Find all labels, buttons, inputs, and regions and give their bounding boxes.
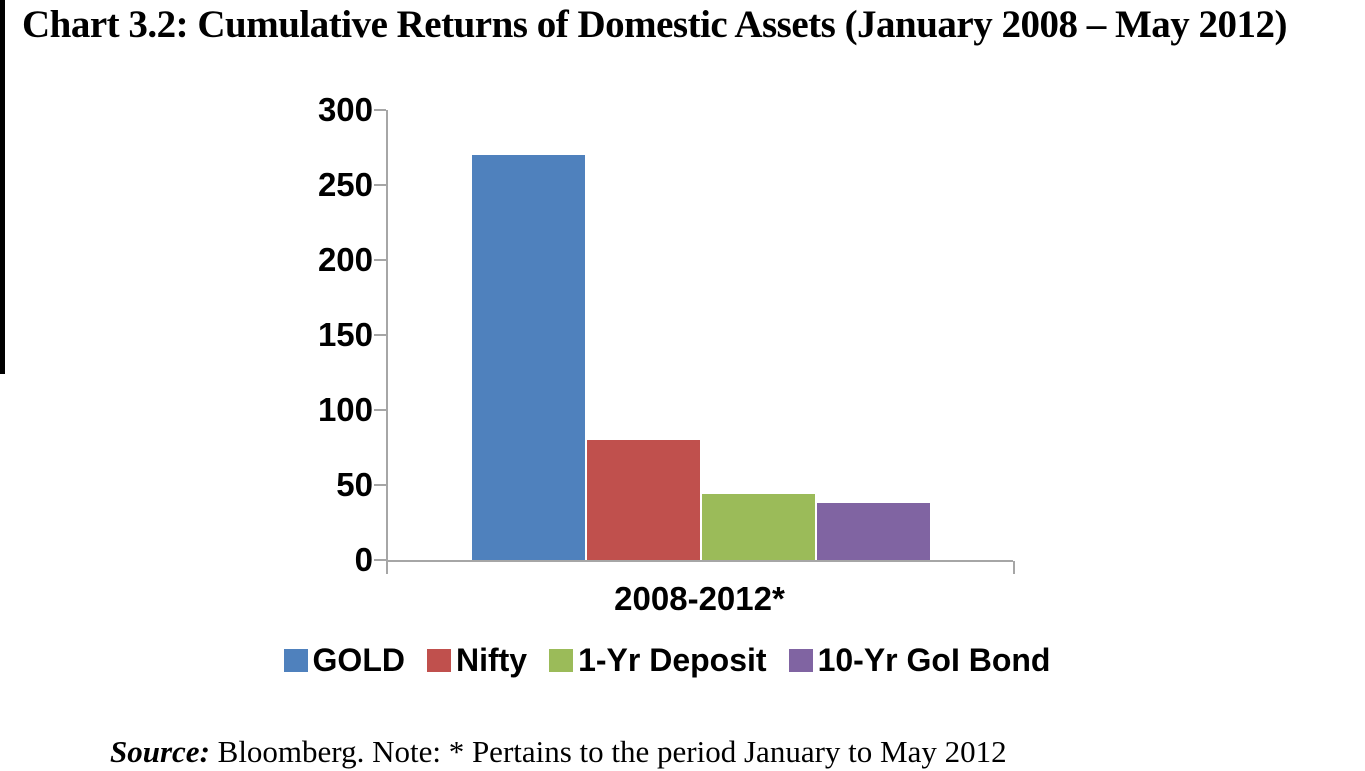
legend-swatch-gold <box>283 649 308 672</box>
source-label: Source: <box>110 734 210 769</box>
y-axis-tick-marks <box>374 109 386 562</box>
bar-10-yr-goi-bond <box>816 503 930 560</box>
bar-gold <box>471 155 585 560</box>
plot-area <box>386 110 1015 574</box>
x-axis-category-label: 2008-2012* <box>614 580 785 617</box>
chart-title: Chart 3.2: Cumulative Returns of Domesti… <box>22 3 1288 46</box>
page-edge-strip <box>0 0 5 374</box>
legend-swatch-nifty <box>426 649 451 672</box>
y-axis-tick-label: 100 <box>317 391 373 428</box>
legend-label-1-yr-deposit: 1-Yr Deposit <box>578 642 767 678</box>
legend-item-10-yr-goi-bond: 10-Yr GoI Bond <box>788 642 1051 679</box>
legend-item-1-yr-deposit: 1-Yr Deposit <box>549 642 767 679</box>
y-axis-labels: 300 250 200 150 100 50 0 <box>250 93 373 576</box>
y-axis-tick-mark <box>374 559 386 561</box>
y-axis-tick-mark <box>374 334 386 336</box>
legend-item-nifty: Nifty <box>426 642 528 679</box>
legend-label-nifty: Nifty <box>455 642 528 678</box>
source-text: Bloomberg. Note: * Pertains to the perio… <box>209 734 1007 769</box>
legend-label-gold: GOLD <box>312 642 405 678</box>
legend-swatch-1-yr-deposit <box>549 649 574 672</box>
legend-item-gold: GOLD <box>283 642 405 679</box>
legend-swatch-10-yr-goi-bond <box>788 649 813 672</box>
y-axis-tick-label: 0 <box>354 541 373 578</box>
y-axis-tick-label: 50 <box>336 466 373 503</box>
legend: GOLD Nifty 1-Yr Deposit 10-Yr GoI Bond <box>283 642 1050 679</box>
y-axis-tick-mark <box>374 109 386 111</box>
y-axis-tick-mark <box>374 484 386 486</box>
legend-label-10-yr-goi-bond: 10-Yr GoI Bond <box>817 642 1051 678</box>
y-axis-tick-mark <box>374 259 386 261</box>
source-note: Source: Bloomberg. Note: * Pertains to t… <box>110 734 1350 770</box>
y-axis-tick-label: 250 <box>317 166 373 203</box>
y-axis-tick-label: 300 <box>317 91 373 128</box>
x-axis-right-tick <box>1013 561 1015 574</box>
y-axis-tick-mark <box>374 184 386 186</box>
y-axis-tick-mark <box>374 409 386 411</box>
bar-1-yr-deposit <box>701 494 815 560</box>
bar-nifty <box>586 440 700 560</box>
bar-group <box>388 110 1013 560</box>
x-axis-left-tick <box>386 561 388 574</box>
y-axis-tick-label: 150 <box>317 316 373 353</box>
y-axis-tick-label: 200 <box>317 241 373 278</box>
